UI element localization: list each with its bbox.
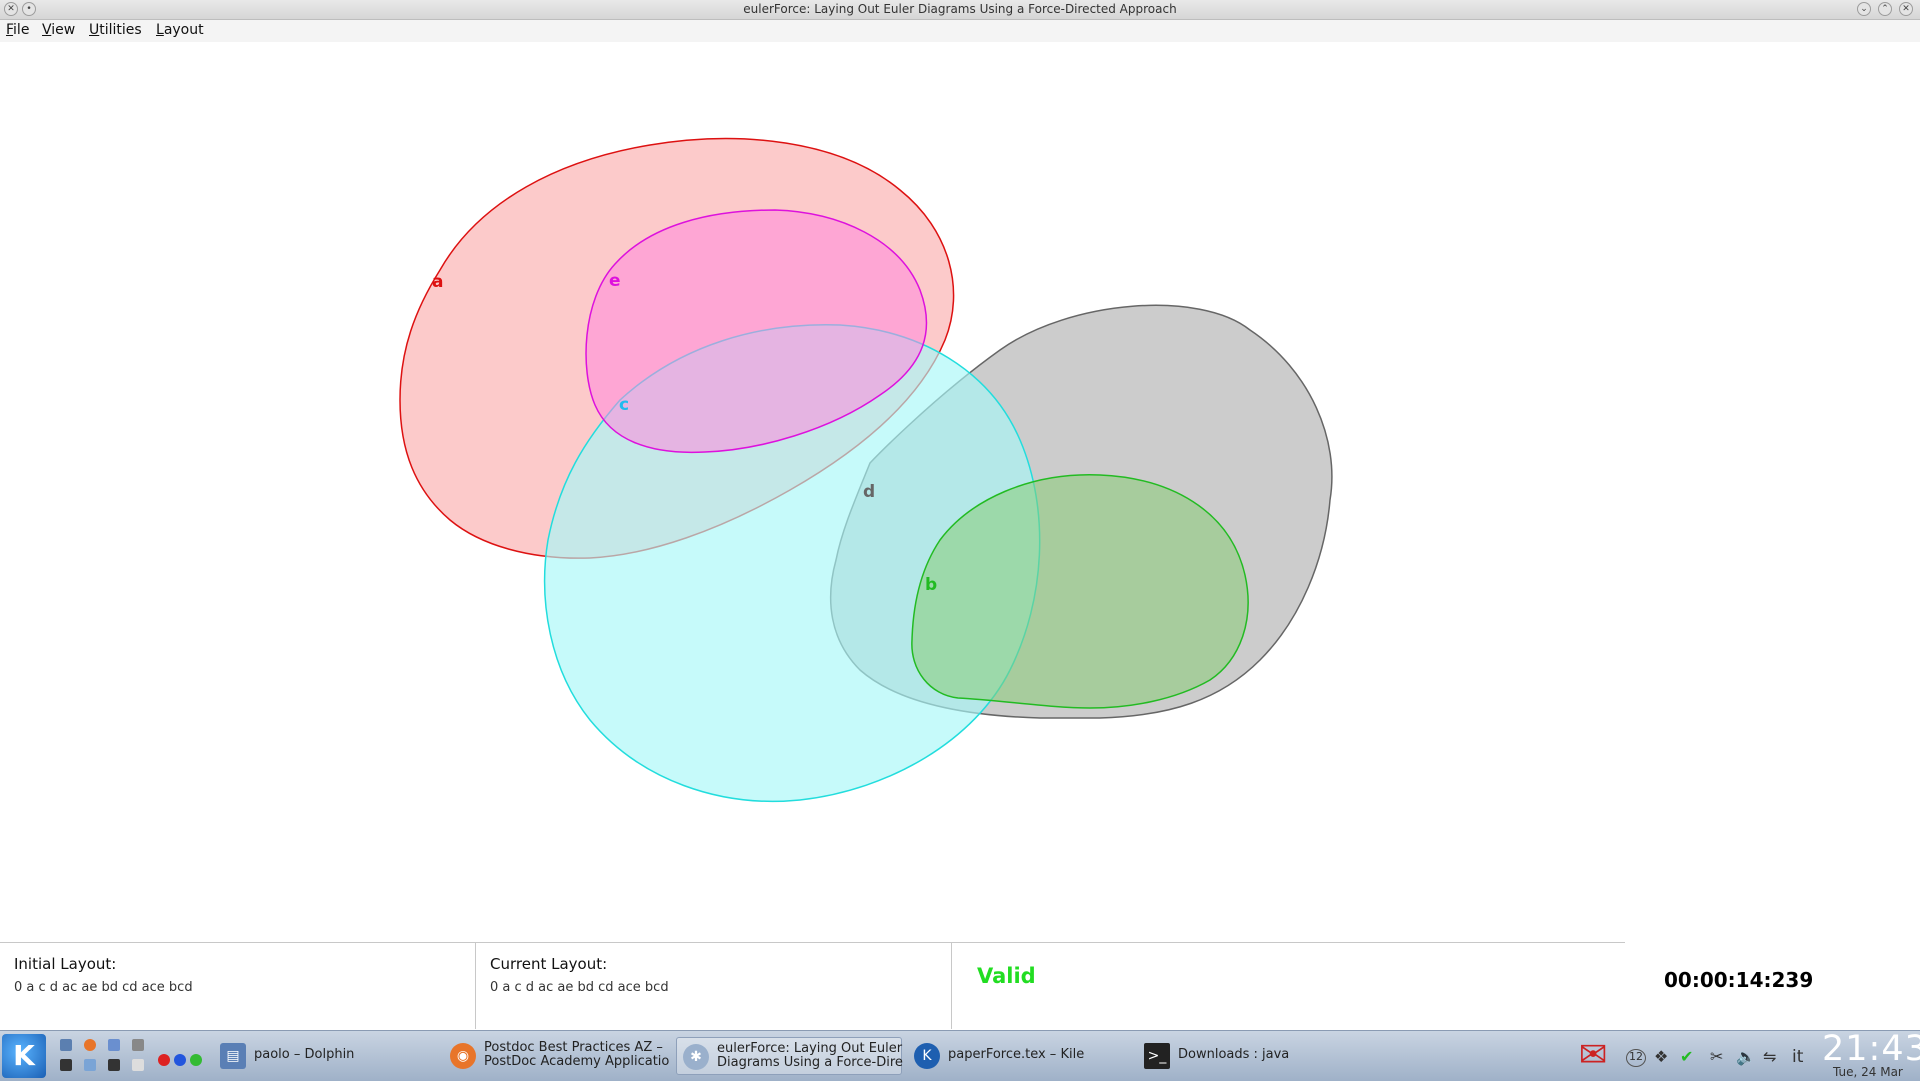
window-menu-icon[interactable]: ✕ [4, 2, 18, 16]
window-title: eulerForce: Laying Out Euler Diagrams Us… [743, 2, 1177, 16]
task-firefox[interactable]: ◉ Postdoc Best Practices AZ – PostDoc Ac… [444, 1037, 670, 1075]
java-icon: ✱ [683, 1044, 709, 1070]
task-label-line1: Postdoc Best Practices AZ – [484, 1041, 663, 1055]
curve-b[interactable] [911, 474, 1249, 709]
terminal-icon: >_ [1144, 1043, 1170, 1069]
desktop-icon[interactable] [60, 1039, 72, 1051]
shield-icon[interactable] [84, 1059, 96, 1071]
menu-layout[interactable]: Layout [156, 22, 204, 38]
calculator-icon[interactable] [132, 1039, 144, 1051]
current-layout-title: Current Layout: [490, 955, 608, 973]
task-label-line2: Diagrams Using a Force-Dire [717, 1055, 903, 1070]
kile-icon: K [914, 1043, 940, 1069]
dolphin-icon: ▤ [220, 1043, 246, 1069]
task-label-line2: PostDoc Academy Applicatio [484, 1054, 670, 1069]
taskbar: K ▤ paolo – Dolphin ◉ Postdoc Best Pract… [0, 1029, 1920, 1081]
initial-layout-value: 0 a c d ac ae bd cd ace bcd [14, 980, 193, 995]
task-terminal[interactable]: >_ Downloads : java [1138, 1037, 1358, 1075]
keyboard-layout[interactable]: it [1792, 1047, 1804, 1067]
package-icon[interactable] [108, 1039, 120, 1051]
maximize-icon[interactable]: ⌃ [1878, 2, 1892, 16]
red-dot-icon[interactable] [158, 1054, 170, 1066]
scissors-icon[interactable]: ✂ [1710, 1047, 1724, 1066]
initial-layout-title: Initial Layout: [14, 955, 117, 973]
curve-label-c: c [619, 395, 629, 415]
menu-view[interactable]: View [42, 22, 76, 38]
timer: 00:00:14:239 [1664, 968, 1814, 992]
blue-dot-icon[interactable] [174, 1054, 186, 1066]
diagram-canvas[interactable]: a e c d b [0, 42, 1920, 942]
volume-icon[interactable]: 🔈 [1736, 1047, 1756, 1066]
current-layout-value: 0 a c d ac ae bd cd ace bcd [490, 980, 669, 995]
curve-label-b: b [925, 575, 937, 595]
pin-icon[interactable]: • [22, 2, 36, 16]
curve-label-d: d [863, 482, 875, 502]
task-label: paolo – Dolphin [254, 1048, 355, 1062]
task-eulerforce[interactable]: ✱ eulerForce: Laying Out Euler Diagrams … [676, 1037, 903, 1075]
menu-bar: File View Utilities Layout [0, 20, 1920, 42]
task-kile[interactable]: K paperForce.tex – Kile [908, 1037, 1128, 1075]
menu-utilities[interactable]: Utilities [89, 22, 142, 38]
curve-label-a: a [432, 272, 443, 292]
menu-file[interactable]: File [6, 22, 30, 38]
euler-diagram[interactable]: a e c d b [0, 42, 1920, 942]
initial-layout-panel: Initial Layout: 0 a c d ac ae bd cd ace … [0, 943, 476, 1029]
status-panel: Initial Layout: 0 a c d ac ae bd cd ace … [0, 942, 1920, 1030]
divider [0, 942, 1625, 943]
minimize-icon[interactable]: ⌄ [1857, 2, 1871, 16]
terminal-quick-icon[interactable] [60, 1059, 72, 1071]
clipboard-icon[interactable] [132, 1059, 144, 1071]
dropbox-icon[interactable]: ❖ [1654, 1047, 1669, 1066]
current-layout-panel: Current Layout: 0 a c d ac ae bd cd ace … [476, 943, 952, 1029]
task-label: Postdoc Best Practices AZ – PostDoc Acad… [484, 1041, 669, 1069]
kde-menu-icon[interactable]: K [2, 1034, 46, 1078]
task-label: paperForce.tex – Kile [948, 1048, 1085, 1062]
settings-icon[interactable] [108, 1059, 120, 1071]
window-titlebar[interactable]: ✕ • eulerForce: Laying Out Euler Diagram… [0, 0, 1920, 20]
mail-icon[interactable]: ✉ [1578, 1035, 1608, 1075]
clock-date: Tue, 24 Mar [1833, 1065, 1903, 1079]
clock[interactable]: 21:43 [1822, 1029, 1920, 1069]
curve-e[interactable] [585, 209, 928, 454]
firefox-icon: ◉ [450, 1043, 476, 1069]
close-icon[interactable]: ✕ [1899, 2, 1913, 16]
task-dolphin[interactable]: ▤ paolo – Dolphin [214, 1037, 434, 1075]
task-label: eulerForce: Laying Out Euler Diagrams Us… [717, 1042, 903, 1070]
curve-label-e: e [609, 271, 621, 291]
validity-status: Valid [977, 964, 1036, 988]
task-label-line1: eulerForce: Laying Out Euler [717, 1042, 903, 1056]
notification-count-badge[interactable]: 12 [1626, 1049, 1646, 1067]
firefox-quick-icon[interactable] [84, 1039, 96, 1051]
network-icon[interactable]: ⇋ [1763, 1047, 1777, 1066]
checkmark-icon[interactable]: ✔ [1680, 1047, 1694, 1066]
green-dot-icon[interactable] [190, 1054, 202, 1066]
task-label: Downloads : java [1178, 1048, 1290, 1062]
